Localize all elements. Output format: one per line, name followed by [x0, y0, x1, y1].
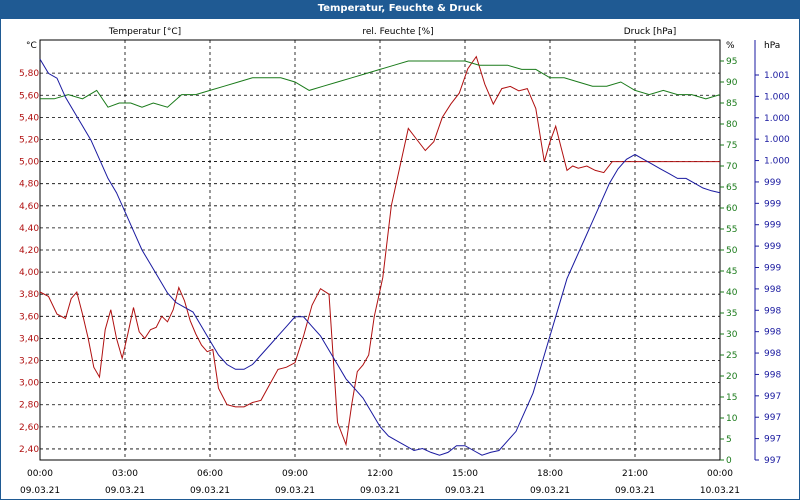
temperature-tick-label: 2,60	[19, 423, 39, 433]
x-tick-date: 09.03.21	[105, 486, 145, 496]
temperature-tick-label: 2,80	[19, 401, 39, 411]
x-tick-time: 21:00	[622, 469, 648, 479]
window-title: Temperatur, Feuchte & Druck	[0, 0, 800, 18]
temperature-tick-label: 2,40	[19, 445, 39, 455]
humidity-unit: %	[726, 41, 735, 51]
humidity-tick-label: 75	[726, 141, 737, 151]
humidity-tick-label: 90	[726, 78, 738, 88]
temperature-tick-label: 3,00	[19, 379, 39, 389]
pressure-tick-label: 997	[764, 392, 781, 402]
temperature-tick-label: 3,80	[19, 290, 39, 300]
x-tick-date: 09.03.21	[530, 486, 570, 496]
humidity-tick-label: 70	[726, 162, 738, 172]
humidity-tick-label: 80	[726, 120, 738, 130]
humidity-tick-label: 20	[726, 372, 738, 382]
temperature-tick-label: 3,40	[19, 334, 39, 344]
humidity-tick-label: 10	[726, 414, 738, 424]
humidity-tick-label: 95	[726, 57, 737, 67]
humidity-tick-label: 0	[726, 456, 732, 466]
pressure-tick-label: 1.000	[764, 135, 790, 145]
temperature-tick-label: 5,80	[19, 69, 39, 79]
pressure-tick-label: 997	[764, 435, 781, 445]
humidity-tick-label: 55	[726, 225, 737, 235]
pressure-axis-label: Druck [hPa]	[624, 27, 677, 37]
humidity-tick-label: 35	[726, 309, 737, 319]
humidity-tick-label: 30	[726, 330, 738, 340]
pressure-tick-label: 998	[764, 349, 781, 359]
x-tick-time: 00:00	[27, 469, 53, 479]
humidity-series-line	[40, 60, 721, 108]
pressure-tick-label: 999	[764, 221, 781, 231]
pressure-tick-label: 998	[764, 328, 781, 338]
x-tick-date: 09.03.21	[360, 486, 400, 496]
x-tick-time: 06:00	[197, 469, 223, 479]
humidity-tick-label: 45	[726, 267, 737, 277]
humidity-tick-label: 15	[726, 393, 737, 403]
x-tick-time: 00:00	[707, 469, 733, 479]
temperature-tick-label: 3,20	[19, 357, 39, 367]
humidity-tick-label: 65	[726, 183, 737, 193]
x-tick-date: 10.03.21	[700, 486, 740, 496]
pressure-series-line	[39, 58, 721, 456]
temperature-tick-label: 4,00	[19, 268, 39, 278]
pressure-tick-label: 997	[764, 456, 781, 466]
x-tick-date: 09.03.21	[615, 486, 655, 496]
pressure-tick-label: 1.000	[764, 157, 790, 167]
temperature-tick-label: 5,60	[19, 91, 39, 101]
humidity-tick-label: 5	[726, 435, 732, 445]
pressure-tick-label: 999	[764, 264, 781, 274]
pressure-tick-label: 999	[764, 199, 781, 209]
tick-labels: 00:00 09.03.21 03:00 09.03.21 06:00 09.03.21 0…	[19, 57, 790, 496]
temperature-tick-label: 4,60	[19, 202, 39, 212]
temperature-unit: °C	[26, 41, 37, 51]
pressure-tick-label: 997	[764, 413, 781, 423]
pressure-tick-label: 1.000	[764, 114, 790, 124]
pressure-tick-label: 998	[764, 306, 781, 316]
grid	[39, 39, 759, 461]
x-tick-time: 18:00	[537, 469, 563, 479]
temperature-tick-label: 4,20	[19, 246, 39, 256]
x-tick-date: 09.03.21	[20, 486, 60, 496]
series-lines	[39, 55, 721, 456]
humidity-tick-label: 85	[726, 99, 737, 109]
pressure-tick-label: 998	[764, 370, 781, 380]
pressure-tick-label: 999	[764, 242, 781, 252]
x-tick-date: 09.03.21	[445, 486, 485, 496]
x-tick-time: 15:00	[452, 469, 478, 479]
pressure-tick-label: 998	[764, 285, 781, 295]
temperature-tick-label: 4,40	[19, 224, 39, 234]
x-tick-time: 12:00	[367, 469, 393, 479]
humidity-tick-label: 25	[726, 351, 737, 361]
x-tick-date: 09.03.21	[275, 486, 315, 496]
temperature-tick-label: 5,40	[19, 113, 39, 123]
temperature-tick-label: 5,20	[19, 135, 39, 145]
x-tick-time: 09:00	[282, 469, 308, 479]
x-tick-date: 09.03.21	[190, 486, 230, 496]
temperature-tick-label: 5,00	[19, 158, 39, 168]
x-tick-time: 03:00	[112, 469, 138, 479]
humidity-tick-label: 60	[726, 204, 738, 214]
temperature-axis-label: Temperatur [°C]	[108, 27, 181, 37]
humidity-tick-label: 40	[726, 288, 738, 298]
humidity-tick-label: 50	[726, 246, 738, 256]
humidity-axis-label: rel. Feuchte [%]	[362, 27, 433, 37]
temperature-tick-label: 4,80	[19, 180, 39, 190]
pressure-tick-label: 999	[764, 178, 781, 188]
pressure-tick-label: 1.000	[764, 92, 790, 102]
pressure-unit: hPa	[764, 41, 780, 51]
pressure-tick-label: 1.001	[764, 71, 790, 81]
temperature-tick-label: 3,60	[19, 312, 39, 322]
